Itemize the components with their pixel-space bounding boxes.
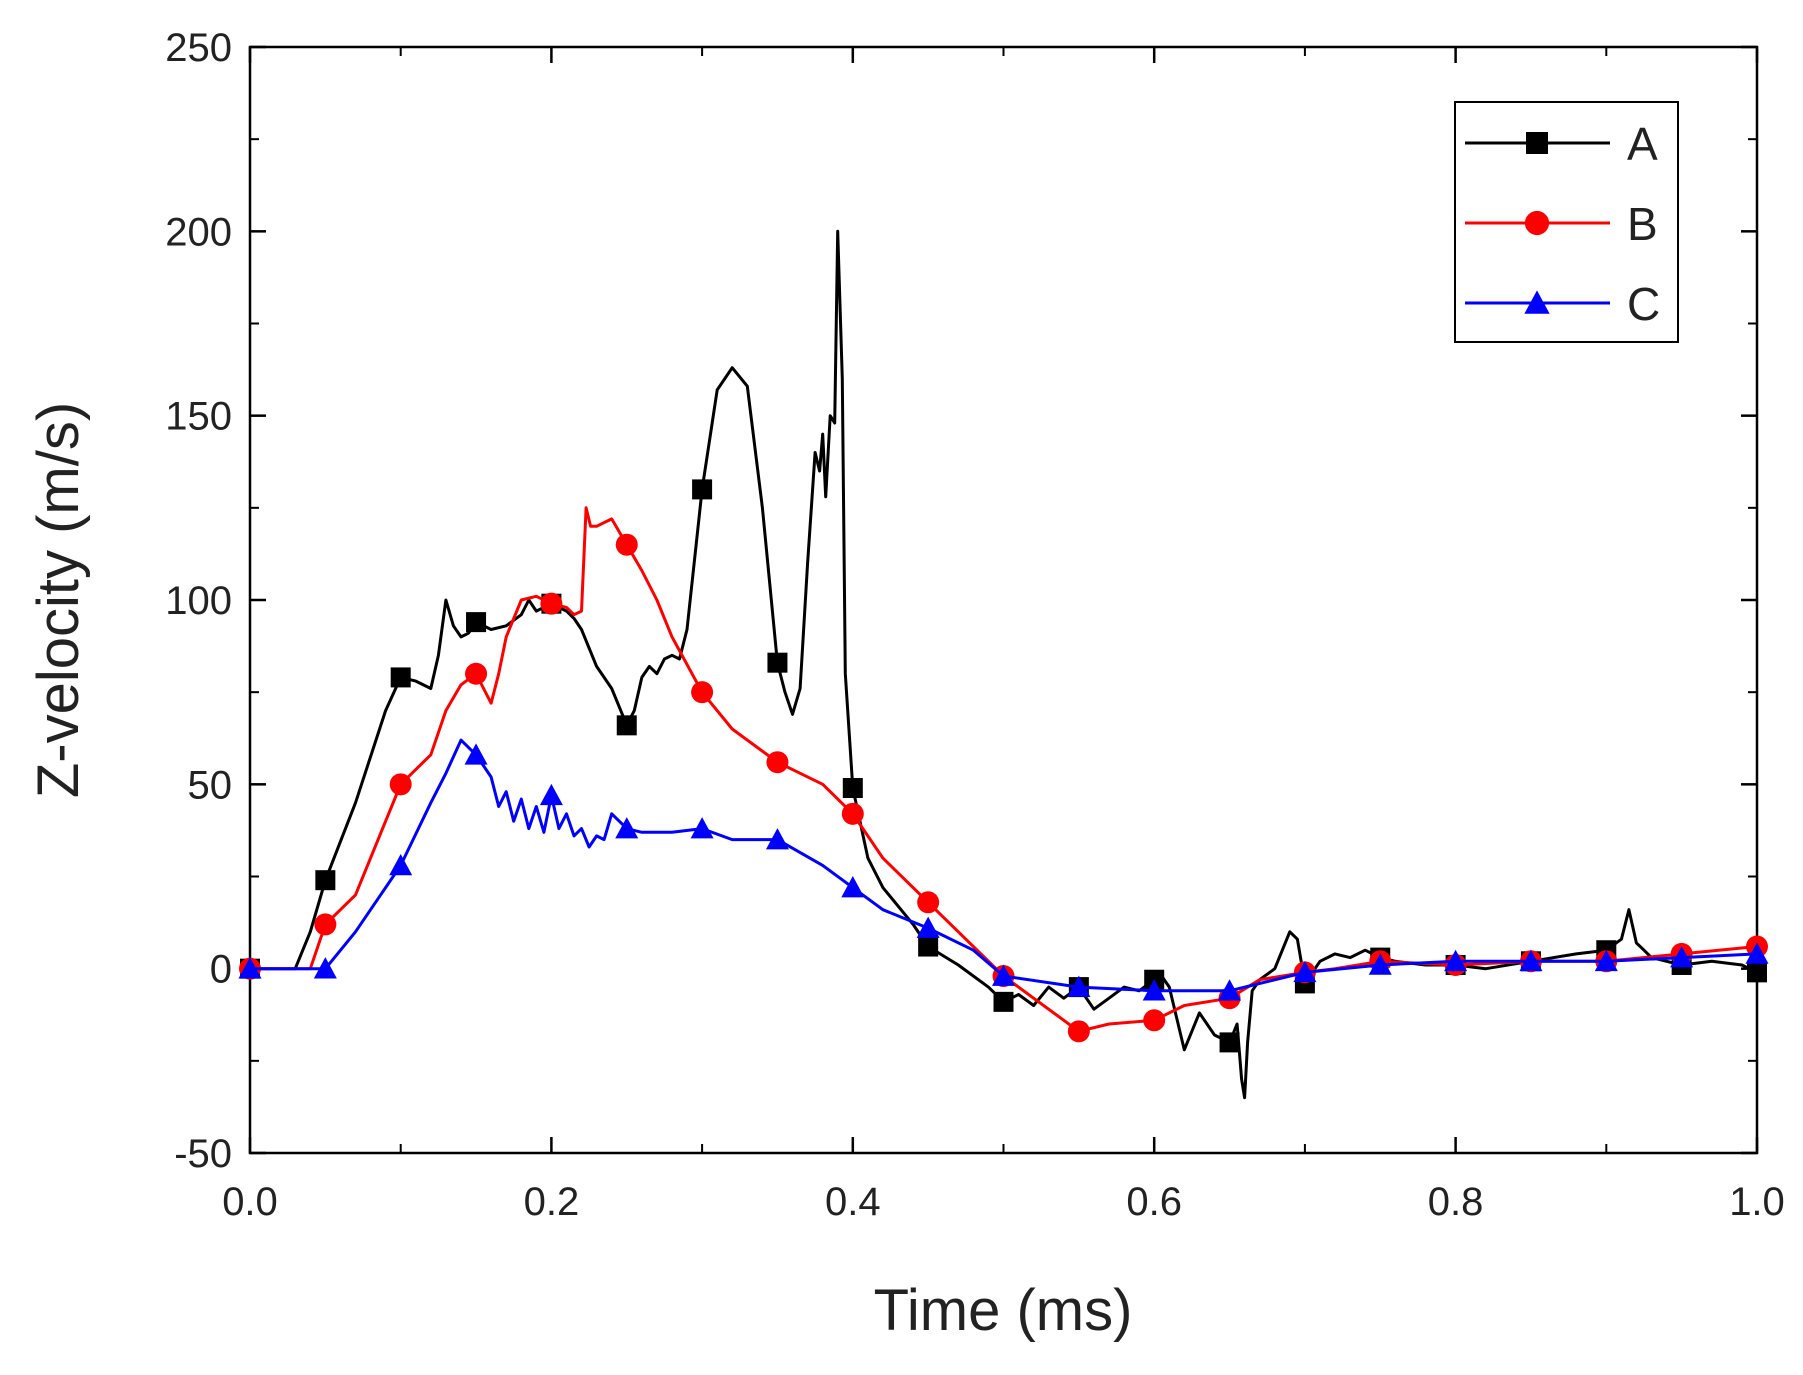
data-point-C — [765, 828, 789, 850]
data-point-B — [389, 773, 412, 796]
data-point-C — [389, 853, 413, 876]
data-point-A — [466, 612, 487, 633]
data-point-C — [1218, 979, 1242, 1001]
data-point-A — [390, 667, 411, 688]
data-point-B — [615, 533, 638, 556]
x-tick-label: 0.8 — [1428, 1180, 1484, 1224]
data-point-C — [615, 817, 639, 839]
data-point-A — [918, 936, 939, 957]
data-point-C — [1293, 960, 1317, 983]
data-point-A — [692, 479, 713, 500]
data-point-B — [917, 891, 940, 914]
y-axis: -50 0 50 100 150 200 250 — [165, 26, 1757, 1176]
x-tick-label: 0.6 — [1126, 1180, 1182, 1224]
y-tick-label: 50 — [188, 763, 233, 807]
data-point-A — [616, 715, 637, 736]
data-point-C — [841, 876, 865, 898]
x-tick-label: 1.0 — [1729, 1180, 1785, 1224]
x-axis: 0.0 0.2 0.4 0.6 0.8 1.0 — [222, 47, 1785, 1224]
data-point-C — [916, 916, 940, 938]
legend-marker-A — [1526, 132, 1548, 154]
data-point-A — [1747, 962, 1767, 983]
data-point-A — [1219, 1032, 1240, 1053]
legend-label-C: C — [1627, 278, 1660, 330]
data-point-C — [1670, 946, 1694, 968]
data-point-B — [1143, 1009, 1166, 1032]
y-tick-label: 250 — [165, 26, 232, 70]
data-point-A — [767, 652, 788, 673]
legend-marker-B — [1524, 210, 1550, 236]
data-point-C — [313, 957, 337, 979]
legend-label-A: A — [1627, 118, 1658, 170]
x-axis-title: Time (ms) — [874, 1278, 1133, 1343]
legend-marker-C — [1524, 290, 1550, 314]
x-tick-label: 0.2 — [524, 1180, 580, 1224]
data-point-C — [1142, 979, 1166, 1001]
y-tick-label: -50 — [174, 1132, 232, 1176]
data-point-B — [1067, 1020, 1090, 1043]
y-tick-label: 0 — [210, 948, 232, 992]
data-point-B — [540, 592, 563, 615]
data-point-A — [993, 991, 1014, 1012]
data-point-C — [1368, 953, 1392, 975]
y-tick-label: 200 — [165, 210, 232, 254]
series-C — [238, 738, 1769, 1001]
data-point-C — [1444, 949, 1468, 972]
data-point-C — [1745, 942, 1769, 964]
y-axis-title: Z-velocity (m/s) — [26, 402, 91, 798]
series-layer — [238, 229, 1769, 1100]
data-point-C — [464, 743, 488, 765]
data-point-B — [465, 662, 488, 685]
data-point-B — [841, 802, 864, 825]
data-point-B — [766, 751, 789, 774]
x-tick-label: 0.0 — [222, 1180, 278, 1224]
legend-label-B: B — [1627, 198, 1658, 250]
data-point-A — [842, 778, 863, 799]
data-point-A — [315, 870, 336, 891]
x-tick-label: 0.4 — [825, 1180, 881, 1224]
data-point-C — [1067, 975, 1091, 997]
data-point-B — [691, 681, 714, 704]
y-tick-label: 150 — [165, 395, 232, 439]
data-point-C — [238, 957, 262, 979]
y-tick-label: 100 — [165, 579, 232, 623]
legend: ABC — [1454, 101, 1679, 343]
data-point-C — [539, 783, 563, 806]
data-point-B — [314, 913, 337, 936]
data-point-C — [1519, 949, 1543, 972]
data-point-C — [690, 817, 714, 839]
data-point-C — [1594, 949, 1618, 972]
data-point-C — [992, 964, 1015, 986]
